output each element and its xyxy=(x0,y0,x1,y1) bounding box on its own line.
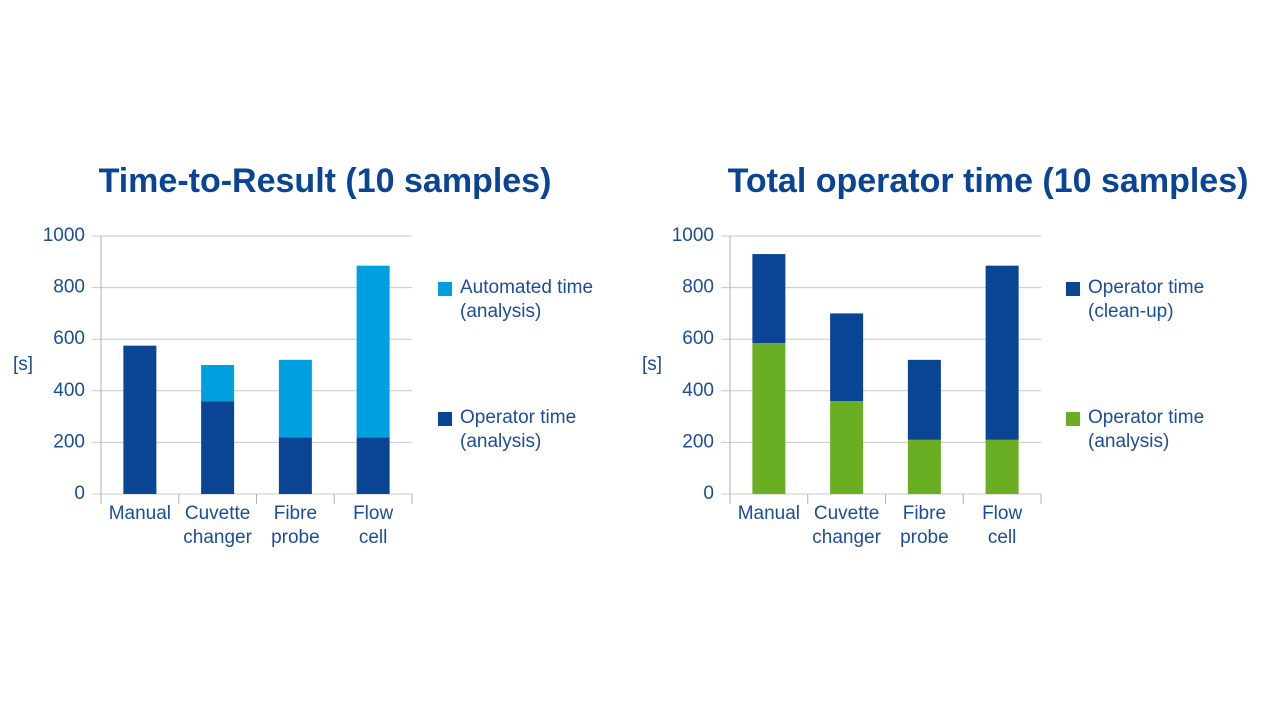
bar-segment xyxy=(985,439,1019,494)
bar-segment xyxy=(830,313,864,402)
x-tick-label: Cuvette changer xyxy=(812,503,881,548)
bar-segment xyxy=(278,437,312,494)
bar-segment xyxy=(201,401,235,494)
bar-segment xyxy=(907,359,941,440)
y-tick-label: 1000 xyxy=(43,225,85,246)
bar-segment xyxy=(201,365,235,402)
x-tick-label: Flow cell xyxy=(982,503,1023,548)
x-tick-label: Cuvette changer xyxy=(183,503,252,548)
x-tick-label: Fibre probe xyxy=(900,503,949,548)
chart-title: Total operator time (10 samples) xyxy=(728,162,1249,200)
bar-segment xyxy=(830,401,864,494)
x-tick-label: Manual xyxy=(108,503,172,524)
y-tick-label: 600 xyxy=(682,328,714,349)
legend-label: Operator time (analysis) xyxy=(460,407,577,452)
bar-segment xyxy=(278,359,312,438)
legend-swatch xyxy=(438,412,452,426)
legend-label: Operator time (clean-up) xyxy=(1088,277,1205,322)
y-tick-label: 0 xyxy=(703,483,714,504)
legend-label: Automated time (analysis) xyxy=(460,277,594,322)
y-axis-label: [s] xyxy=(13,354,33,375)
x-tick-label: Manual xyxy=(737,503,801,524)
y-tick-label: 800 xyxy=(53,277,85,298)
y-tick-label: 400 xyxy=(682,380,714,401)
y-tick-label: 200 xyxy=(53,431,85,452)
legend-swatch xyxy=(438,282,452,296)
bar-segment xyxy=(123,345,157,494)
bar-segment xyxy=(356,437,390,494)
bar-segment xyxy=(752,343,786,494)
chart-title: Time-to-Result (10 samples) xyxy=(99,162,552,200)
legend-swatch xyxy=(1066,282,1080,296)
y-tick-label: 400 xyxy=(53,380,85,401)
y-tick-label: 0 xyxy=(74,483,85,504)
bar-segment xyxy=(907,439,941,494)
bar-segment xyxy=(356,265,390,438)
y-tick-label: 600 xyxy=(53,328,85,349)
bar-segment xyxy=(985,265,1019,440)
y-tick-label: 800 xyxy=(682,277,714,298)
x-tick-label: Fibre probe xyxy=(271,503,320,548)
y-tick-label: 200 xyxy=(682,431,714,452)
y-tick-label: 1000 xyxy=(672,225,714,246)
x-tick-label: Flow cell xyxy=(353,503,394,548)
legend-swatch xyxy=(1066,412,1080,426)
y-axis-label: [s] xyxy=(642,354,662,375)
bar-segment xyxy=(752,254,786,344)
legend-label: Operator time (analysis) xyxy=(1088,407,1205,452)
